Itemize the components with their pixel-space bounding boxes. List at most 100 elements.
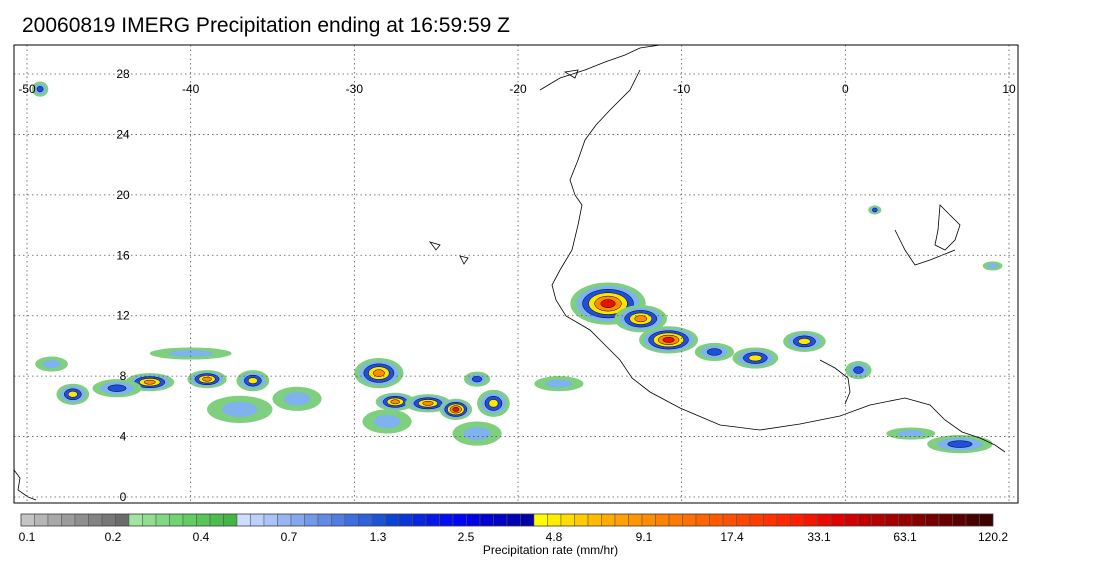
precip-cell-15 bbox=[362, 409, 412, 434]
colorbar-swatch bbox=[925, 513, 940, 527]
precip-cell-10 bbox=[375, 392, 415, 411]
colorbar-swatch bbox=[236, 513, 251, 527]
colorbar-swatch bbox=[803, 513, 818, 527]
colorbar-swatch bbox=[277, 513, 292, 527]
colorbar-swatch bbox=[182, 513, 197, 527]
lat-label-0: 0 bbox=[120, 490, 127, 504]
island-2 bbox=[459, 255, 469, 265]
lat-label-5: 20 bbox=[116, 188, 130, 202]
colorbar-swatch bbox=[830, 513, 845, 527]
colorbar-swatch bbox=[142, 513, 157, 527]
colorbar-swatch bbox=[479, 513, 494, 527]
precip-cell-22 bbox=[272, 386, 322, 411]
lon-label-1: -40 bbox=[182, 82, 200, 96]
colorbar-swatch bbox=[209, 513, 224, 527]
precip-cell-29 bbox=[868, 205, 882, 215]
colorbar-swatch bbox=[722, 513, 737, 527]
colorbar-tick-2: 0.4 bbox=[193, 530, 210, 544]
precip-cell-3 bbox=[694, 342, 735, 362]
colorbar-swatch bbox=[101, 513, 116, 527]
lat-label-3: 12 bbox=[116, 309, 130, 323]
colorbar-swatch bbox=[601, 513, 616, 527]
plot-frame bbox=[13, 44, 1019, 504]
lake bbox=[934, 204, 961, 251]
colorbar-swatch bbox=[223, 513, 238, 527]
lat-label-7: 28 bbox=[116, 67, 130, 81]
colorbar-tick-5: 2.5 bbox=[458, 530, 475, 544]
colorbar-swatch bbox=[466, 513, 481, 527]
colorbar-swatch bbox=[817, 513, 832, 527]
colorbar-swatch bbox=[398, 513, 413, 527]
colorbar-swatch bbox=[587, 513, 602, 527]
precip-cell-21 bbox=[56, 383, 90, 405]
colorbar-tick-8: 17.4 bbox=[720, 530, 744, 544]
colorbar-swatch bbox=[655, 513, 670, 527]
colorbar-swatch bbox=[304, 513, 319, 527]
colorbar-swatch bbox=[155, 513, 170, 527]
colorbar-swatch bbox=[614, 513, 629, 527]
colorbar-swatch bbox=[20, 513, 35, 527]
precip-cell-24 bbox=[35, 356, 68, 372]
colorbar-swatch bbox=[371, 513, 386, 527]
colorbar-swatch bbox=[952, 513, 967, 527]
precip-cell-16 bbox=[452, 421, 502, 446]
precip-cell-5 bbox=[783, 330, 826, 352]
precip-cell-11 bbox=[405, 394, 451, 413]
colorbar-swatch bbox=[412, 513, 427, 527]
colorbar-tick-11: 120.2 bbox=[978, 530, 1008, 544]
colorbar-swatch bbox=[250, 513, 265, 527]
colorbar-swatch bbox=[196, 513, 211, 527]
colorbar-swatch bbox=[290, 513, 305, 527]
colorbar-swatch bbox=[344, 513, 359, 527]
island-1 bbox=[428, 241, 441, 251]
colorbar-swatch bbox=[560, 513, 575, 527]
south-america-coast bbox=[14, 469, 37, 501]
lat-label-2: 8 bbox=[120, 369, 127, 383]
river bbox=[894, 229, 956, 266]
colorbar-swatch bbox=[884, 513, 899, 527]
lon-label-5: 0 bbox=[842, 82, 849, 96]
precip-cell-23 bbox=[207, 395, 273, 423]
colorbar-swatch bbox=[520, 513, 535, 527]
colorbar-swatch bbox=[857, 513, 872, 527]
colorbar-swatch bbox=[790, 513, 805, 527]
precip-cell-13 bbox=[477, 389, 510, 417]
precip-cell-7 bbox=[927, 435, 993, 454]
axis-labels: -50 -40 -30 -20 -10 0 10 0 4 8 12 16 20 24 28 bbox=[18, 67, 1016, 504]
lon-label-2: -30 bbox=[346, 82, 364, 96]
lat-label-6: 24 bbox=[116, 127, 130, 141]
colorbar-swatch bbox=[695, 513, 710, 527]
colorbar-swatch bbox=[506, 513, 521, 527]
lon-label-4: -10 bbox=[673, 82, 691, 96]
precip-cell-25 bbox=[149, 347, 232, 360]
colorbar-swatch bbox=[736, 513, 751, 527]
precip-cell-6 bbox=[845, 361, 872, 380]
colorbar-swatch bbox=[439, 513, 454, 527]
inland-boundary bbox=[819, 359, 851, 405]
colorbar-swatch bbox=[574, 513, 589, 527]
colorbar-label: Precipitation rate (mm/hr) bbox=[482, 543, 619, 557]
colorbar-swatch bbox=[385, 513, 400, 527]
west-africa-coastline bbox=[539, 45, 1006, 453]
colorbar-swatch bbox=[61, 513, 76, 527]
colorbar-swatch bbox=[682, 513, 697, 527]
lat-label-4: 16 bbox=[116, 248, 130, 262]
colorbar-swatch bbox=[34, 513, 49, 527]
precip-cell-1 bbox=[614, 305, 667, 333]
colorbar-tick-1: 0.2 bbox=[105, 530, 122, 544]
colorbar-tick-labels: 0.1 0.2 0.4 0.7 1.3 2.5 4.8 9.1 17.4 33.1 63.1 120.… bbox=[19, 530, 1009, 544]
colorbar-tick-0: 0.1 bbox=[19, 530, 36, 544]
colorbar-swatch bbox=[628, 513, 643, 527]
precip-cell-27 bbox=[534, 376, 584, 392]
colorbar-swatch bbox=[263, 513, 278, 527]
colorbar-swatch bbox=[358, 513, 373, 527]
colorbar-swatch bbox=[169, 513, 184, 527]
colorbar-swatch bbox=[668, 513, 683, 527]
map-title: 20060819 IMERG Precipitation ending at 1… bbox=[22, 14, 510, 37]
colorbar-swatch bbox=[452, 513, 467, 527]
colorbar bbox=[20, 513, 994, 527]
colorbar-swatch bbox=[776, 513, 791, 527]
coastline bbox=[14, 45, 1006, 501]
colorbar-swatch bbox=[749, 513, 764, 527]
